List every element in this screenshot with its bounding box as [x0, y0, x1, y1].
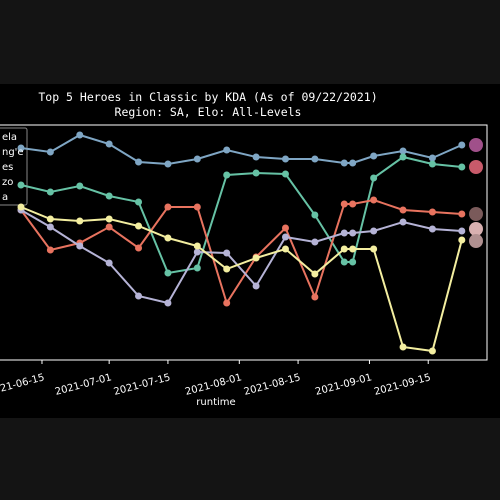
data-point	[281, 233, 289, 241]
data-point	[370, 174, 378, 182]
hero-icons	[469, 138, 483, 248]
figure-background	[0, 84, 500, 418]
data-point	[76, 182, 84, 190]
data-point	[105, 140, 113, 148]
data-point	[252, 282, 260, 290]
data-point	[76, 131, 84, 139]
data-point	[349, 229, 357, 237]
data-point	[17, 181, 25, 189]
data-point	[399, 343, 407, 351]
legend-label: a	[2, 192, 8, 203]
data-point	[349, 245, 357, 253]
legend-label: ela	[2, 132, 17, 143]
data-point	[428, 160, 436, 168]
data-point	[428, 208, 436, 216]
data-point	[281, 224, 289, 232]
data-point	[223, 265, 231, 273]
data-point	[135, 244, 143, 252]
data-point	[105, 192, 113, 200]
data-point	[399, 206, 407, 214]
data-point	[370, 245, 378, 253]
data-point	[223, 171, 231, 179]
data-point	[252, 254, 260, 262]
data-point	[76, 242, 84, 250]
data-point	[105, 215, 113, 223]
data-point	[17, 144, 25, 152]
data-point	[135, 222, 143, 230]
data-point	[311, 238, 319, 246]
data-point	[311, 155, 319, 163]
hero-icon	[469, 234, 483, 248]
data-point	[193, 155, 201, 163]
legend-label: es	[2, 162, 13, 173]
data-point	[349, 159, 357, 167]
data-point	[105, 259, 113, 267]
chart-subtitle: Region: SA, Elo: All-Levels	[115, 105, 302, 119]
data-point	[340, 245, 348, 253]
data-point	[399, 153, 407, 161]
data-point	[311, 211, 319, 219]
data-point	[17, 203, 25, 211]
data-point	[340, 229, 348, 237]
data-point	[458, 141, 466, 149]
data-point	[135, 158, 143, 166]
data-point	[223, 299, 231, 307]
data-point	[193, 264, 201, 272]
chart-title: Top 5 Heroes in Classic by KDA (As of 09…	[38, 90, 377, 104]
data-point	[340, 258, 348, 266]
x-axis-label: runtime	[196, 397, 235, 408]
hero-icon	[469, 222, 483, 236]
data-point	[252, 153, 260, 161]
data-point	[193, 203, 201, 211]
data-point	[458, 163, 466, 171]
data-point	[164, 203, 172, 211]
data-point	[46, 223, 54, 231]
data-point	[76, 217, 84, 225]
data-point	[105, 223, 113, 231]
data-point	[46, 148, 54, 156]
data-point	[428, 154, 436, 162]
data-point	[281, 155, 289, 163]
legend-label: ng'e	[2, 147, 24, 158]
data-point	[281, 245, 289, 253]
data-point	[193, 242, 201, 250]
data-point	[370, 227, 378, 235]
data-point	[340, 159, 348, 167]
data-point	[135, 292, 143, 300]
data-point	[428, 225, 436, 233]
data-point	[193, 248, 201, 256]
data-point	[164, 234, 172, 242]
data-point	[458, 236, 466, 244]
data-point	[135, 198, 143, 206]
data-point	[164, 160, 172, 168]
hero-icon	[469, 160, 483, 174]
data-point	[458, 227, 466, 235]
hero-icon	[469, 207, 483, 221]
hero-icon	[469, 138, 483, 152]
data-point	[428, 347, 436, 355]
data-point	[46, 246, 54, 254]
legend-label: zo	[2, 177, 13, 188]
data-point	[164, 299, 172, 307]
data-point	[458, 210, 466, 218]
data-point	[370, 152, 378, 160]
data-point	[281, 170, 289, 178]
data-point	[46, 188, 54, 196]
data-point	[164, 269, 172, 277]
plot-frame	[0, 124, 488, 361]
data-point	[311, 270, 319, 278]
data-point	[223, 146, 231, 154]
data-point	[223, 249, 231, 257]
data-point	[349, 258, 357, 266]
data-point	[399, 147, 407, 155]
data-point	[370, 196, 378, 204]
data-point	[252, 169, 260, 177]
data-point	[311, 293, 319, 301]
data-point	[349, 200, 357, 208]
data-point	[46, 215, 54, 223]
data-point	[340, 200, 348, 208]
data-point	[399, 218, 407, 226]
